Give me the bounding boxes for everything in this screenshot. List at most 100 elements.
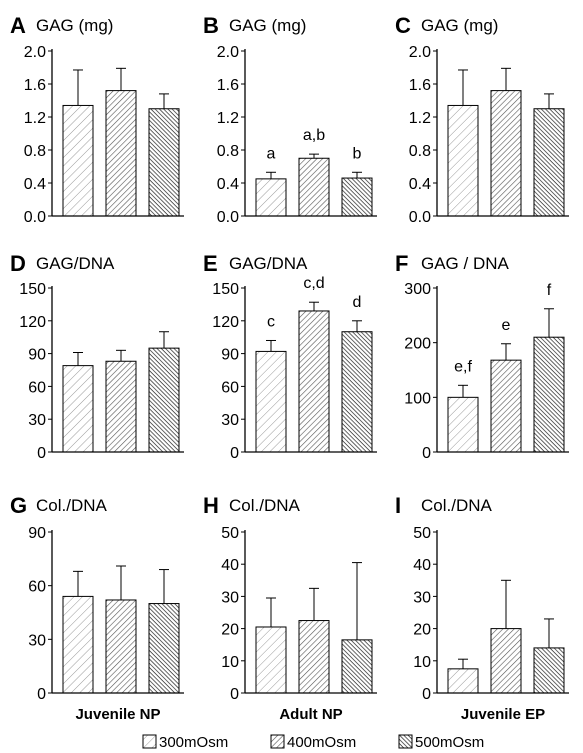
legend-swatch [398, 734, 413, 749]
y-tick-label: 0.8 [24, 143, 46, 160]
panel-title: Col./DNA [36, 496, 108, 515]
bar-400mOsm [298, 620, 330, 694]
legend-label: 500mOsm [415, 734, 484, 751]
bar-500mOsm [341, 177, 373, 217]
y-tick-label: 50 [413, 525, 431, 542]
y-tick-label: 2.0 [24, 44, 46, 61]
y-tick-label: 40 [413, 557, 431, 574]
bar-300mOsm [62, 104, 94, 217]
significance-label: e,f [454, 358, 472, 375]
y-tick-label: 1.6 [24, 77, 46, 94]
bar-400mOsm [105, 90, 137, 217]
bar-400mOsm [105, 360, 137, 453]
y-tick-label: 150 [19, 281, 46, 298]
panel-title: Col./DNA [229, 496, 301, 515]
significance-label: b [353, 145, 362, 162]
y-tick-label: 1.2 [409, 110, 431, 127]
y-tick-label: 30 [28, 412, 46, 429]
y-tick-label: 60 [221, 379, 239, 396]
bar-300mOsm [447, 668, 479, 694]
panel-a: A GAG (mg) 0.0 0.4 0.8 1.2 1.6 2.0 [10, 13, 184, 226]
bar-400mOsm [105, 599, 137, 694]
y-tick-label: 30 [221, 589, 239, 606]
significance-label: d [353, 294, 362, 311]
y-tick-label: 1.2 [24, 110, 46, 127]
bar-500mOsm [148, 108, 180, 217]
panel-letter: G [10, 493, 27, 518]
y-tick-label: 60 [28, 579, 46, 596]
y-tick-label: 90 [221, 347, 239, 364]
panel-title: GAG (mg) [36, 16, 113, 35]
y-tick-label: 90 [28, 347, 46, 364]
y-tick-label: 0.4 [24, 176, 46, 193]
y-tick-label: 2.0 [409, 44, 431, 61]
panel-i: I Col./DNA 0 10 20 30 40 50 Juvenile EP [395, 493, 569, 723]
y-tick-label: 40 [221, 557, 239, 574]
panel-h: H Col./DNA 0 10 20 30 40 50 Adult NP [203, 493, 377, 723]
significance-label: f [547, 282, 552, 299]
panel-e: E GAG/DNA 0 30 60 90 120 150 c c,d d [203, 251, 377, 462]
panel-letter: A [10, 13, 26, 38]
y-tick-label: 120 [19, 314, 46, 331]
panel-title: GAG (mg) [229, 16, 306, 35]
legend-label: 400mOsm [287, 734, 356, 751]
bar-300mOsm [255, 350, 287, 453]
bar-300mOsm [62, 595, 94, 694]
y-tick-label: 0.4 [409, 176, 431, 193]
y-tick-label: 1.6 [409, 77, 431, 94]
y-tick-label: 120 [212, 314, 239, 331]
bar-300mOsm [62, 365, 94, 453]
bar-300mOsm [447, 396, 479, 453]
significance-label: a,b [303, 127, 325, 144]
panel-letter: C [395, 13, 411, 38]
y-tick-label: 20 [413, 622, 431, 639]
y-tick-label: 30 [413, 589, 431, 606]
y-tick-label: 0 [422, 445, 431, 462]
y-tick-label: 200 [404, 336, 431, 353]
bar-300mOsm [255, 178, 287, 217]
y-tick-label: 0 [37, 445, 46, 462]
panel-b: B GAG (mg) 0.0 0.4 0.8 1.2 1.6 2.0 a a,b b [203, 13, 377, 226]
panel-title: GAG/DNA [36, 254, 115, 273]
significance-label: c [267, 313, 275, 330]
bar-300mOsm [447, 104, 479, 217]
y-tick-label: 0 [230, 686, 239, 703]
legend-swatch [270, 734, 285, 749]
panel-letter: F [395, 251, 408, 276]
y-tick-label: 100 [404, 390, 431, 407]
x-axis-label: Adult NP [279, 706, 342, 723]
y-tick-label: 300 [404, 281, 431, 298]
significance-label: e [502, 317, 511, 334]
panel-d: D GAG/DNA 0 30 60 90 120 150 [10, 251, 184, 462]
y-tick-label: 2.0 [217, 44, 239, 61]
y-tick-label: 1.2 [217, 110, 239, 127]
panel-f: F GAG / DNA 0 100 200 300 e,f e f [395, 251, 569, 462]
bar-500mOsm [533, 336, 565, 453]
y-tick-label: 30 [28, 632, 46, 649]
bar-400mOsm [490, 359, 522, 453]
panel-letter: D [10, 251, 26, 276]
bar-500mOsm [148, 603, 180, 694]
y-tick-label: 0 [422, 686, 431, 703]
panel-letter: H [203, 493, 219, 518]
y-tick-label: 0 [37, 686, 46, 703]
bar-500mOsm [148, 347, 180, 453]
panel-title: GAG / DNA [421, 254, 510, 273]
x-axis-label: Juvenile EP [461, 706, 545, 723]
y-tick-label: 10 [221, 654, 239, 671]
bar-400mOsm [298, 310, 330, 453]
significance-label: a [267, 145, 276, 162]
panel-c: C GAG (mg) 0.0 0.4 0.8 1.2 1.6 2.0 [395, 13, 569, 226]
panel-title: GAG/DNA [229, 254, 308, 273]
significance-label: c,d [303, 275, 324, 292]
y-tick-label: 30 [221, 412, 239, 429]
y-tick-label: 0.8 [217, 143, 239, 160]
y-tick-label: 50 [221, 525, 239, 542]
y-tick-label: 10 [413, 654, 431, 671]
panel-letter: B [203, 13, 219, 38]
legend-swatch [142, 734, 157, 749]
panel-g: G Col./DNA 0 30 60 90 Juvenile NP [10, 493, 184, 723]
panel-letter: E [203, 251, 218, 276]
x-axis-label: Juvenile NP [75, 706, 160, 723]
